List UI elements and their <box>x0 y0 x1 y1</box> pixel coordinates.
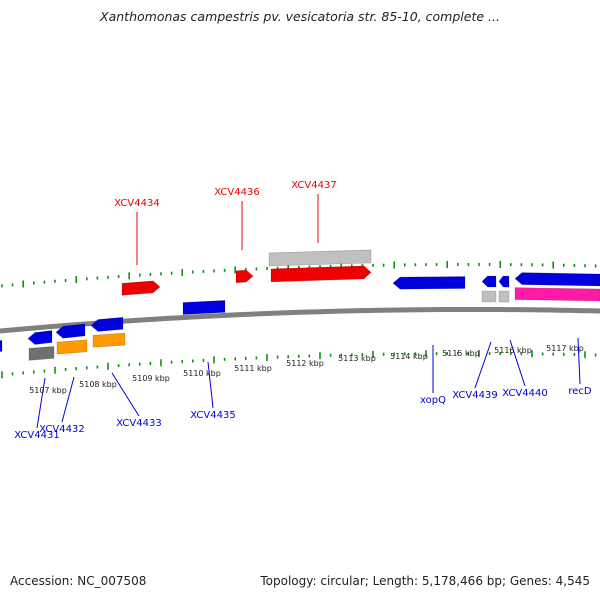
scale-label: 5112 kbp <box>286 359 324 368</box>
scale-label: 5116 kbp <box>494 346 532 355</box>
gene-label: XCV4431 <box>14 430 59 441</box>
accession-text: Accession: NC_007508 <box>10 574 147 588</box>
gene-pseudo-block <box>268 249 372 267</box>
gene-grey-block-1 <box>481 290 497 303</box>
scale-label: 5117 kbp <box>546 344 584 353</box>
gene-label: XCV4436 <box>214 187 259 198</box>
scale-label: 5115 kbp <box>442 349 480 358</box>
gene-xcv4432-arrow <box>55 323 86 339</box>
gene-xcv4431-arrow <box>27 330 53 345</box>
scale-label: 5110 kbp <box>183 369 221 378</box>
scale-label: 5107 kbp <box>29 386 67 395</box>
leader-line <box>577 337 581 385</box>
gene-label: XCV4439 <box>452 390 497 401</box>
backbone-line <box>0 306 600 334</box>
gene-grey-block-2 <box>498 290 510 303</box>
gene-xcv4434-arrow <box>121 280 161 296</box>
scale-label: 5108 kbp <box>79 380 117 389</box>
leader-line <box>36 377 46 429</box>
leader-line <box>111 372 140 417</box>
gene-magenta-block <box>514 287 600 302</box>
scale-label: 5113 kbp <box>338 354 376 363</box>
gene-label: XCV4440 <box>502 388 547 399</box>
scale-label: 5109 kbp <box>132 374 170 383</box>
gene-label: XCV4437 <box>291 180 336 191</box>
gene-xcv4437-arrow <box>270 265 372 283</box>
gene-label: XCV4434 <box>114 198 159 209</box>
gene-label: XCV4433 <box>116 418 161 429</box>
scale-labels: 5107 kbp 5108 kbp 5109 kbp 5110 kbp 5111 kbp… <box>29 344 584 395</box>
gene-orange-block-2 <box>92 332 126 348</box>
scale-label: 5114 kbp <box>390 352 428 361</box>
topology-text: Topology: circular; Length: 5,178,466 bp… <box>260 574 590 588</box>
scale-label: 5111 kbp <box>234 364 272 373</box>
gene-dark-block <box>28 346 55 361</box>
gene-recd-arrow <box>514 272 600 287</box>
gene-xcv4436-arrow <box>235 269 254 284</box>
gene-xcv4439-arrow <box>481 275 497 288</box>
map-title: Xanthomonas campestris pv. vesicatoria s… <box>100 9 500 24</box>
gene-label: XCV4435 <box>190 410 235 421</box>
genome-backbone <box>0 306 600 334</box>
gene-label: recD <box>568 386 592 397</box>
gene-label: xopQ <box>420 395 446 406</box>
leader-line <box>61 376 75 423</box>
leader-line <box>207 361 214 409</box>
leader-line <box>509 339 526 387</box>
gene-xcv4433-arrow <box>90 316 124 332</box>
gene-features <box>0 249 600 361</box>
gene-orange-block-1 <box>56 339 88 355</box>
leader-line <box>474 341 492 389</box>
gene-label: XCV4432 <box>39 424 84 435</box>
tick-marks <box>1 261 597 379</box>
gene-partial-arrow <box>0 339 3 352</box>
gene-xopq-arrow <box>392 276 466 290</box>
gene-xcv4440-arrow <box>498 275 510 288</box>
gene-xcv4435-arrow <box>182 300 226 315</box>
